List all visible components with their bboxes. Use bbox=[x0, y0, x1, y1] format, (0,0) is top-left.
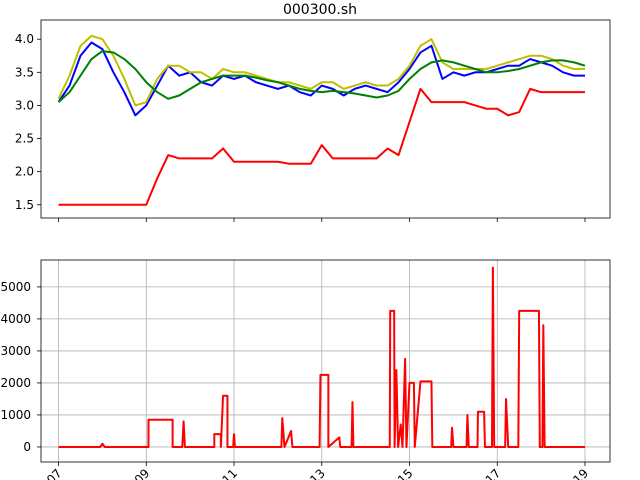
axes-frame bbox=[40, 19, 611, 219]
y-tick-label: 1.5 bbox=[15, 198, 34, 212]
y-tick-label: 2000 bbox=[0, 376, 31, 390]
x-tick-label: 2019 bbox=[560, 466, 591, 480]
x-tick-label: 2015 bbox=[384, 466, 415, 480]
series-line bbox=[57, 50, 586, 103]
x-tick-label: 2007 bbox=[33, 466, 64, 480]
y-tick-label: 2.5 bbox=[15, 132, 34, 146]
series-line bbox=[57, 34, 585, 107]
y-tick-label: 4.0 bbox=[15, 32, 34, 46]
y-tick-label: 1000 bbox=[0, 408, 31, 422]
y-tick-label: 3.5 bbox=[15, 65, 34, 79]
plot-area bbox=[58, 266, 585, 448]
y-tick-label: 3.0 bbox=[15, 98, 34, 112]
y-tick-label: 0 bbox=[23, 440, 31, 454]
chart-title: 000300.sh bbox=[283, 2, 357, 18]
x-tick-label: 2009 bbox=[121, 466, 152, 480]
axes-frame bbox=[40, 259, 611, 463]
y-tick-label: 5000 bbox=[0, 280, 31, 294]
x-tick-label: 2017 bbox=[472, 466, 503, 480]
y-tick-label: 4000 bbox=[0, 312, 31, 326]
x-tick-label: 2011 bbox=[209, 466, 240, 480]
series-line bbox=[58, 266, 585, 448]
x-tick-label: 2013 bbox=[296, 466, 327, 480]
series-line bbox=[57, 41, 585, 117]
y-tick-label: 2.0 bbox=[15, 165, 34, 179]
y-tick-label: 3000 bbox=[0, 344, 31, 358]
series-line bbox=[58, 87, 585, 206]
plot-area bbox=[57, 34, 586, 206]
